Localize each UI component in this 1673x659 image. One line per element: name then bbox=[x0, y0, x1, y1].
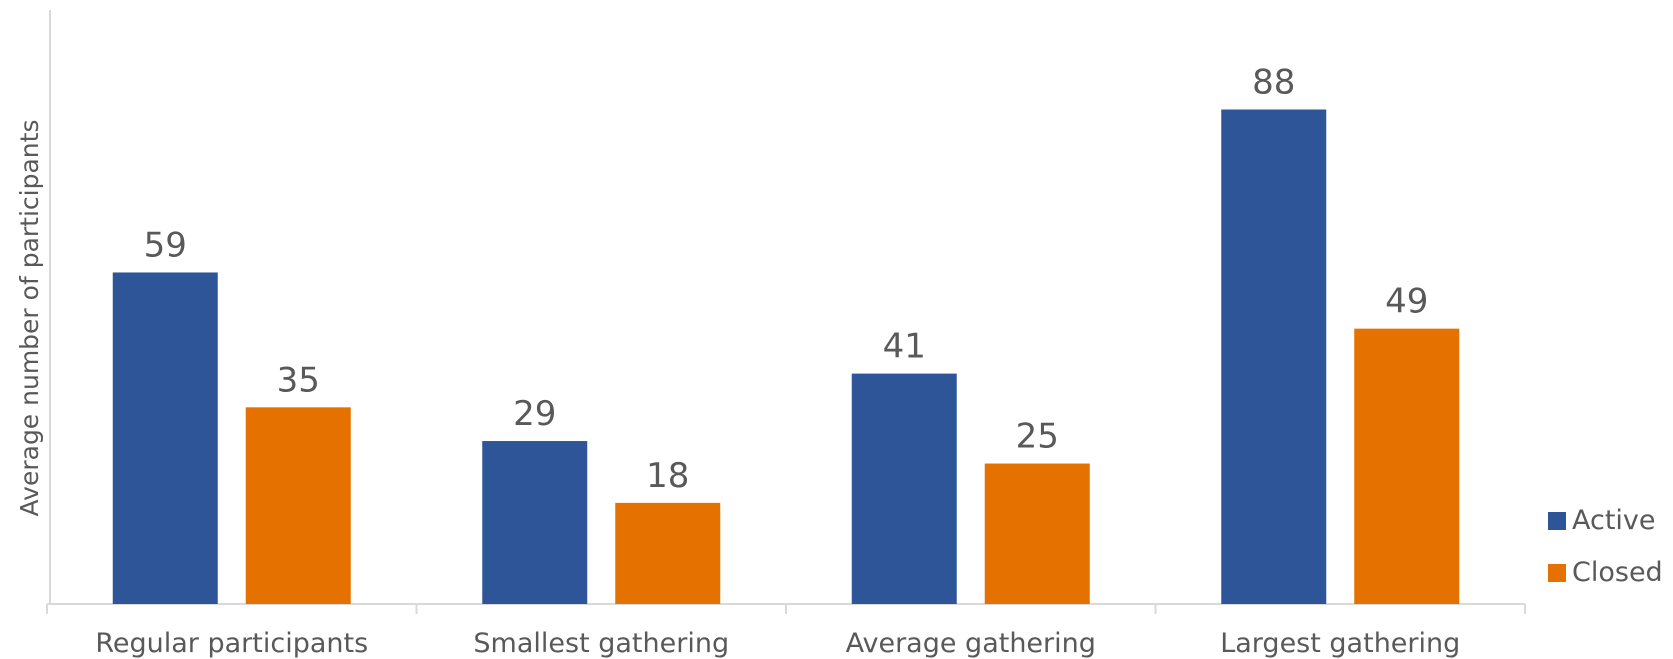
category-labels: Regular participants Smallest gathering Av… bbox=[95, 628, 1460, 659]
x-tick-label: Average gathering bbox=[846, 628, 1096, 659]
legend-label-active: Active bbox=[1572, 505, 1656, 536]
x-tick-label: Regular participants bbox=[95, 628, 368, 659]
data-label: 25 bbox=[1016, 417, 1059, 457]
legend-swatch-closed bbox=[1548, 564, 1566, 582]
legend: Active Closed bbox=[1548, 505, 1663, 588]
legend-swatch-active bbox=[1548, 512, 1566, 530]
bar-active-average-gathering bbox=[851, 373, 957, 604]
bar-closed-average-gathering bbox=[984, 463, 1090, 604]
bar-active-largest-gathering bbox=[1221, 109, 1327, 604]
data-label: 35 bbox=[277, 360, 320, 400]
y-axis-title-group: Average number of participants bbox=[15, 120, 44, 517]
data-label: 49 bbox=[1385, 282, 1428, 322]
x-tick-label: Largest gathering bbox=[1220, 628, 1460, 659]
bar-active-smallest-gathering bbox=[482, 441, 588, 604]
bar-closed-regular-participants bbox=[245, 407, 351, 604]
legend-label-closed: Closed bbox=[1572, 557, 1663, 588]
data-label: 29 bbox=[513, 394, 556, 434]
bar-active-regular-participants bbox=[112, 272, 218, 604]
data-labels: 59 35 29 18 41 25 88 49 bbox=[144, 63, 1429, 496]
data-label: 88 bbox=[1252, 63, 1295, 103]
data-label: 41 bbox=[883, 327, 926, 367]
data-label: 59 bbox=[144, 225, 187, 265]
bar-closed-largest-gathering bbox=[1354, 328, 1460, 604]
x-axis-ticks bbox=[46, 604, 1526, 614]
y-axis-title: Average number of participants bbox=[15, 120, 44, 517]
x-tick-label: Smallest gathering bbox=[473, 628, 729, 659]
bar-closed-smallest-gathering bbox=[615, 502, 721, 604]
data-label: 18 bbox=[646, 456, 689, 496]
bars bbox=[112, 109, 1460, 604]
